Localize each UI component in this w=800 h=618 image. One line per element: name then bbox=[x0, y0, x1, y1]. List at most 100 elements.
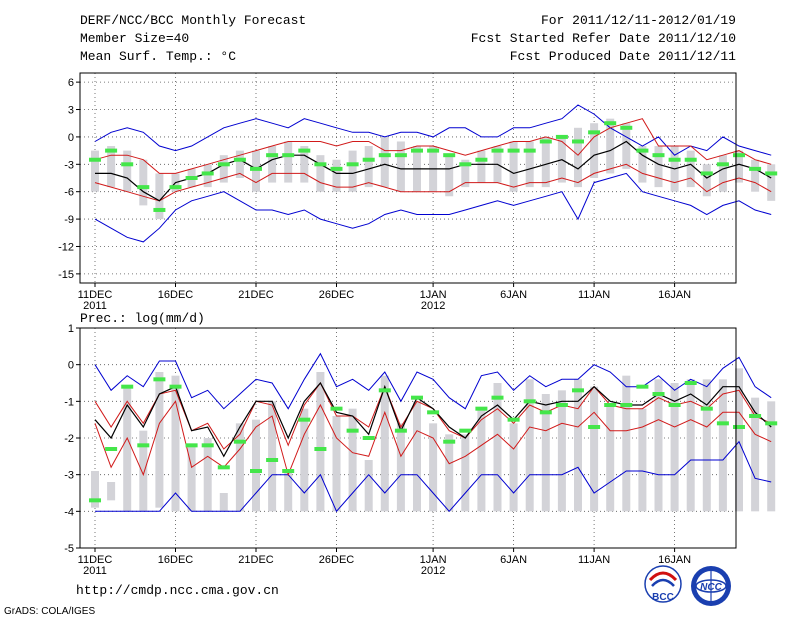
median-marker bbox=[636, 384, 649, 389]
ensemble-box bbox=[332, 159, 341, 192]
median-marker bbox=[394, 153, 407, 158]
x-tick-label: 16DEC bbox=[158, 289, 194, 301]
ensemble-box bbox=[541, 394, 550, 512]
ensemble-box bbox=[396, 423, 405, 512]
ensemble-box bbox=[638, 146, 647, 183]
ensemble-box bbox=[300, 146, 309, 183]
median-marker bbox=[588, 425, 601, 429]
x-tick-label: 6JAN bbox=[500, 289, 527, 301]
median-marker bbox=[330, 406, 343, 411]
ensemble-box bbox=[718, 379, 727, 512]
ensemble-box bbox=[268, 401, 277, 512]
median-marker bbox=[362, 157, 375, 162]
y-tick-label: -2 bbox=[64, 433, 74, 445]
median-marker bbox=[475, 406, 488, 411]
ensemble-box bbox=[461, 159, 470, 188]
ensemble-box bbox=[493, 383, 502, 512]
x-tick-label: 16JAN bbox=[658, 554, 691, 566]
sd-lower-line bbox=[94, 400, 772, 477]
max-line bbox=[94, 104, 772, 156]
median-marker bbox=[733, 153, 745, 158]
ensemble-box bbox=[735, 150, 743, 183]
ensemble-box bbox=[574, 127, 582, 188]
ensemble-box bbox=[509, 423, 518, 512]
min-line bbox=[95, 440, 772, 513]
median-marker bbox=[700, 171, 713, 176]
median-marker bbox=[89, 498, 101, 503]
x-tick-label: 16JAN bbox=[658, 289, 691, 301]
x-tick-label: 6JAN bbox=[500, 554, 527, 566]
y-tick-label: 0 bbox=[68, 360, 74, 372]
y-tick-label: -5 bbox=[64, 543, 74, 555]
median-marker bbox=[411, 395, 423, 400]
ensemble-box bbox=[155, 173, 164, 220]
median-marker bbox=[636, 148, 649, 153]
ensemble-box bbox=[477, 150, 486, 183]
median-marker bbox=[555, 403, 568, 407]
ensemble-box bbox=[203, 438, 212, 512]
median-marker bbox=[523, 148, 536, 153]
ensemble-box bbox=[107, 146, 116, 188]
y-tick-label: 3 bbox=[68, 105, 74, 117]
source-url: http://cmdp.ncc.cma.gov.cn bbox=[76, 583, 279, 598]
median-marker bbox=[282, 469, 295, 473]
ensemble-box bbox=[268, 146, 277, 183]
ensemble-box bbox=[123, 386, 132, 512]
median-marker bbox=[185, 176, 198, 180]
median-marker bbox=[539, 139, 552, 144]
variable-label: Mean Surf. Temp.: °C bbox=[80, 49, 236, 64]
median-marker bbox=[346, 428, 359, 433]
ensemble-box bbox=[590, 123, 599, 178]
ensemble-box bbox=[107, 482, 116, 501]
median-marker bbox=[749, 414, 762, 418]
ncc-logo-text: NCC bbox=[700, 582, 722, 593]
median-marker bbox=[620, 403, 633, 407]
median-marker bbox=[507, 148, 520, 153]
x-tick-label: 21DEC bbox=[238, 289, 274, 301]
median-marker bbox=[716, 162, 729, 167]
median-marker bbox=[137, 185, 150, 190]
ensemble-box bbox=[380, 136, 389, 188]
ensemble-box bbox=[413, 401, 421, 512]
ensemble-box bbox=[702, 379, 711, 512]
median-marker bbox=[217, 162, 230, 167]
ensemble-box bbox=[767, 164, 776, 201]
median-marker bbox=[378, 153, 391, 158]
ensemble-box bbox=[445, 434, 454, 512]
ensemble-box bbox=[638, 408, 647, 512]
ensemble-box bbox=[606, 405, 615, 512]
ensemble-box bbox=[348, 408, 357, 512]
y-tick-label: -15 bbox=[58, 269, 74, 281]
median-marker bbox=[491, 148, 504, 153]
median-marker bbox=[201, 171, 214, 176]
median-marker bbox=[459, 162, 472, 167]
median-marker bbox=[217, 465, 230, 470]
ncc-logo: NCC bbox=[691, 566, 731, 606]
x-tick-label: 11JAN bbox=[578, 554, 610, 566]
median-marker bbox=[153, 377, 166, 382]
ensemble-box bbox=[654, 379, 663, 512]
bcc-logo-text: BCC bbox=[652, 592, 674, 603]
median-marker bbox=[185, 443, 198, 448]
median-marker bbox=[266, 153, 279, 158]
ensemble-box bbox=[590, 386, 599, 512]
sd-lower-line bbox=[94, 163, 772, 202]
median-marker bbox=[250, 469, 262, 473]
ensemble-box bbox=[203, 164, 212, 188]
x-tick-label: 11DEC bbox=[78, 554, 113, 566]
median-marker bbox=[314, 162, 327, 167]
median-marker bbox=[330, 166, 343, 171]
median-marker bbox=[684, 381, 697, 385]
member-size-label: Member Size=40 bbox=[80, 31, 189, 46]
ensemble-box bbox=[429, 423, 438, 512]
y-tick-label: -4 bbox=[64, 506, 74, 518]
x-tick-label: 1JAN bbox=[420, 289, 447, 301]
y-tick-label: 0 bbox=[68, 132, 74, 144]
x-tick-year-label: 2012 bbox=[421, 300, 445, 312]
median-marker bbox=[121, 384, 134, 389]
median-marker bbox=[233, 157, 246, 162]
median-marker bbox=[362, 436, 375, 440]
median-marker bbox=[539, 410, 552, 415]
median-marker bbox=[572, 388, 584, 393]
